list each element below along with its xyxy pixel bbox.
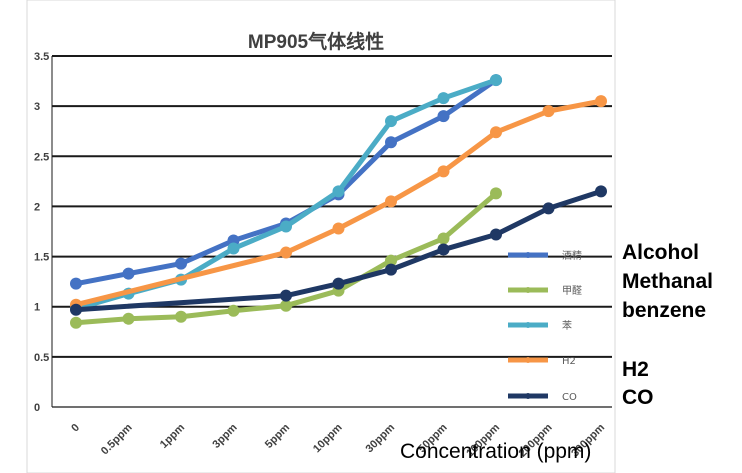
data-point [385,115,397,128]
series-4 [70,185,607,316]
legend-entry-0: 酒精 [508,249,582,262]
data-point [332,277,345,290]
data-point [490,187,502,200]
x-axis-title: Concentration (ppm) [400,440,592,463]
y-tick-labels: 0 0.5 1 1.5 2 2.5 3 3.5 [34,51,49,414]
data-point [332,222,345,235]
annotation-methanal: Methanal [622,270,714,293]
annotation-h2: H2 [622,358,649,381]
data-point [385,254,397,267]
data-point [70,316,82,329]
y-tick-label: 3 [34,101,40,113]
legend-label: CO [562,392,577,403]
legend-marker [525,357,531,363]
legend-marker [525,252,531,258]
data-point [595,185,607,198]
legend-entry-2: 苯 [508,319,572,332]
data-point [332,185,345,198]
data-point [175,257,187,270]
legend-entry-3: H2 [508,356,576,367]
legend-label: H2 [562,356,576,367]
data-point [385,195,397,208]
series-line [73,98,604,308]
legend-label: 酒精 [562,249,582,262]
data-point [542,202,555,215]
data-point [280,220,292,233]
legend-label: 甲醛 [562,284,582,297]
series-line [73,188,604,313]
data-point [437,165,450,178]
data-point [437,92,450,105]
legend-marker [525,322,531,328]
data-point [437,110,450,123]
data-point [437,243,450,256]
legend-entry-4: CO [508,392,577,403]
data-point [490,228,502,241]
series-layer [70,74,607,329]
data-point [437,232,450,245]
data-point [227,304,240,317]
data-point [490,74,502,87]
y-tick-label: 2 [34,201,40,213]
annotation-benzene: benzene [622,299,707,322]
grid-layer [51,55,612,408]
legend-entry-1: 甲醛 [508,284,582,297]
chart-title: MP905气体线性 [248,30,384,53]
data-point [490,126,502,139]
legend-marker [525,393,531,399]
data-point [175,310,187,323]
data-point [280,299,292,312]
y-tick-label: 2.5 [34,151,49,163]
data-point [595,95,607,108]
data-point [542,105,555,118]
data-point [385,263,397,276]
annotation-alcohol: Alcohol [622,241,699,264]
annotation-co: CO [622,386,654,409]
y-tick-label: 1 [34,302,40,314]
data-point [385,136,397,149]
y-tick-label: 1.5 [34,252,49,264]
data-point [227,242,240,255]
data-point [280,246,292,259]
y-tick-label: 0 [34,402,40,414]
y-tick-label: 3.5 [34,51,49,63]
y-tick-label: 0.5 [34,352,49,364]
data-point [122,267,135,280]
data-point [70,277,82,290]
data-point [280,289,292,302]
legend-marker [525,287,531,293]
legend-label: 苯 [562,319,572,332]
data-point [70,303,82,316]
series-1 [70,187,502,329]
data-point [122,312,135,325]
